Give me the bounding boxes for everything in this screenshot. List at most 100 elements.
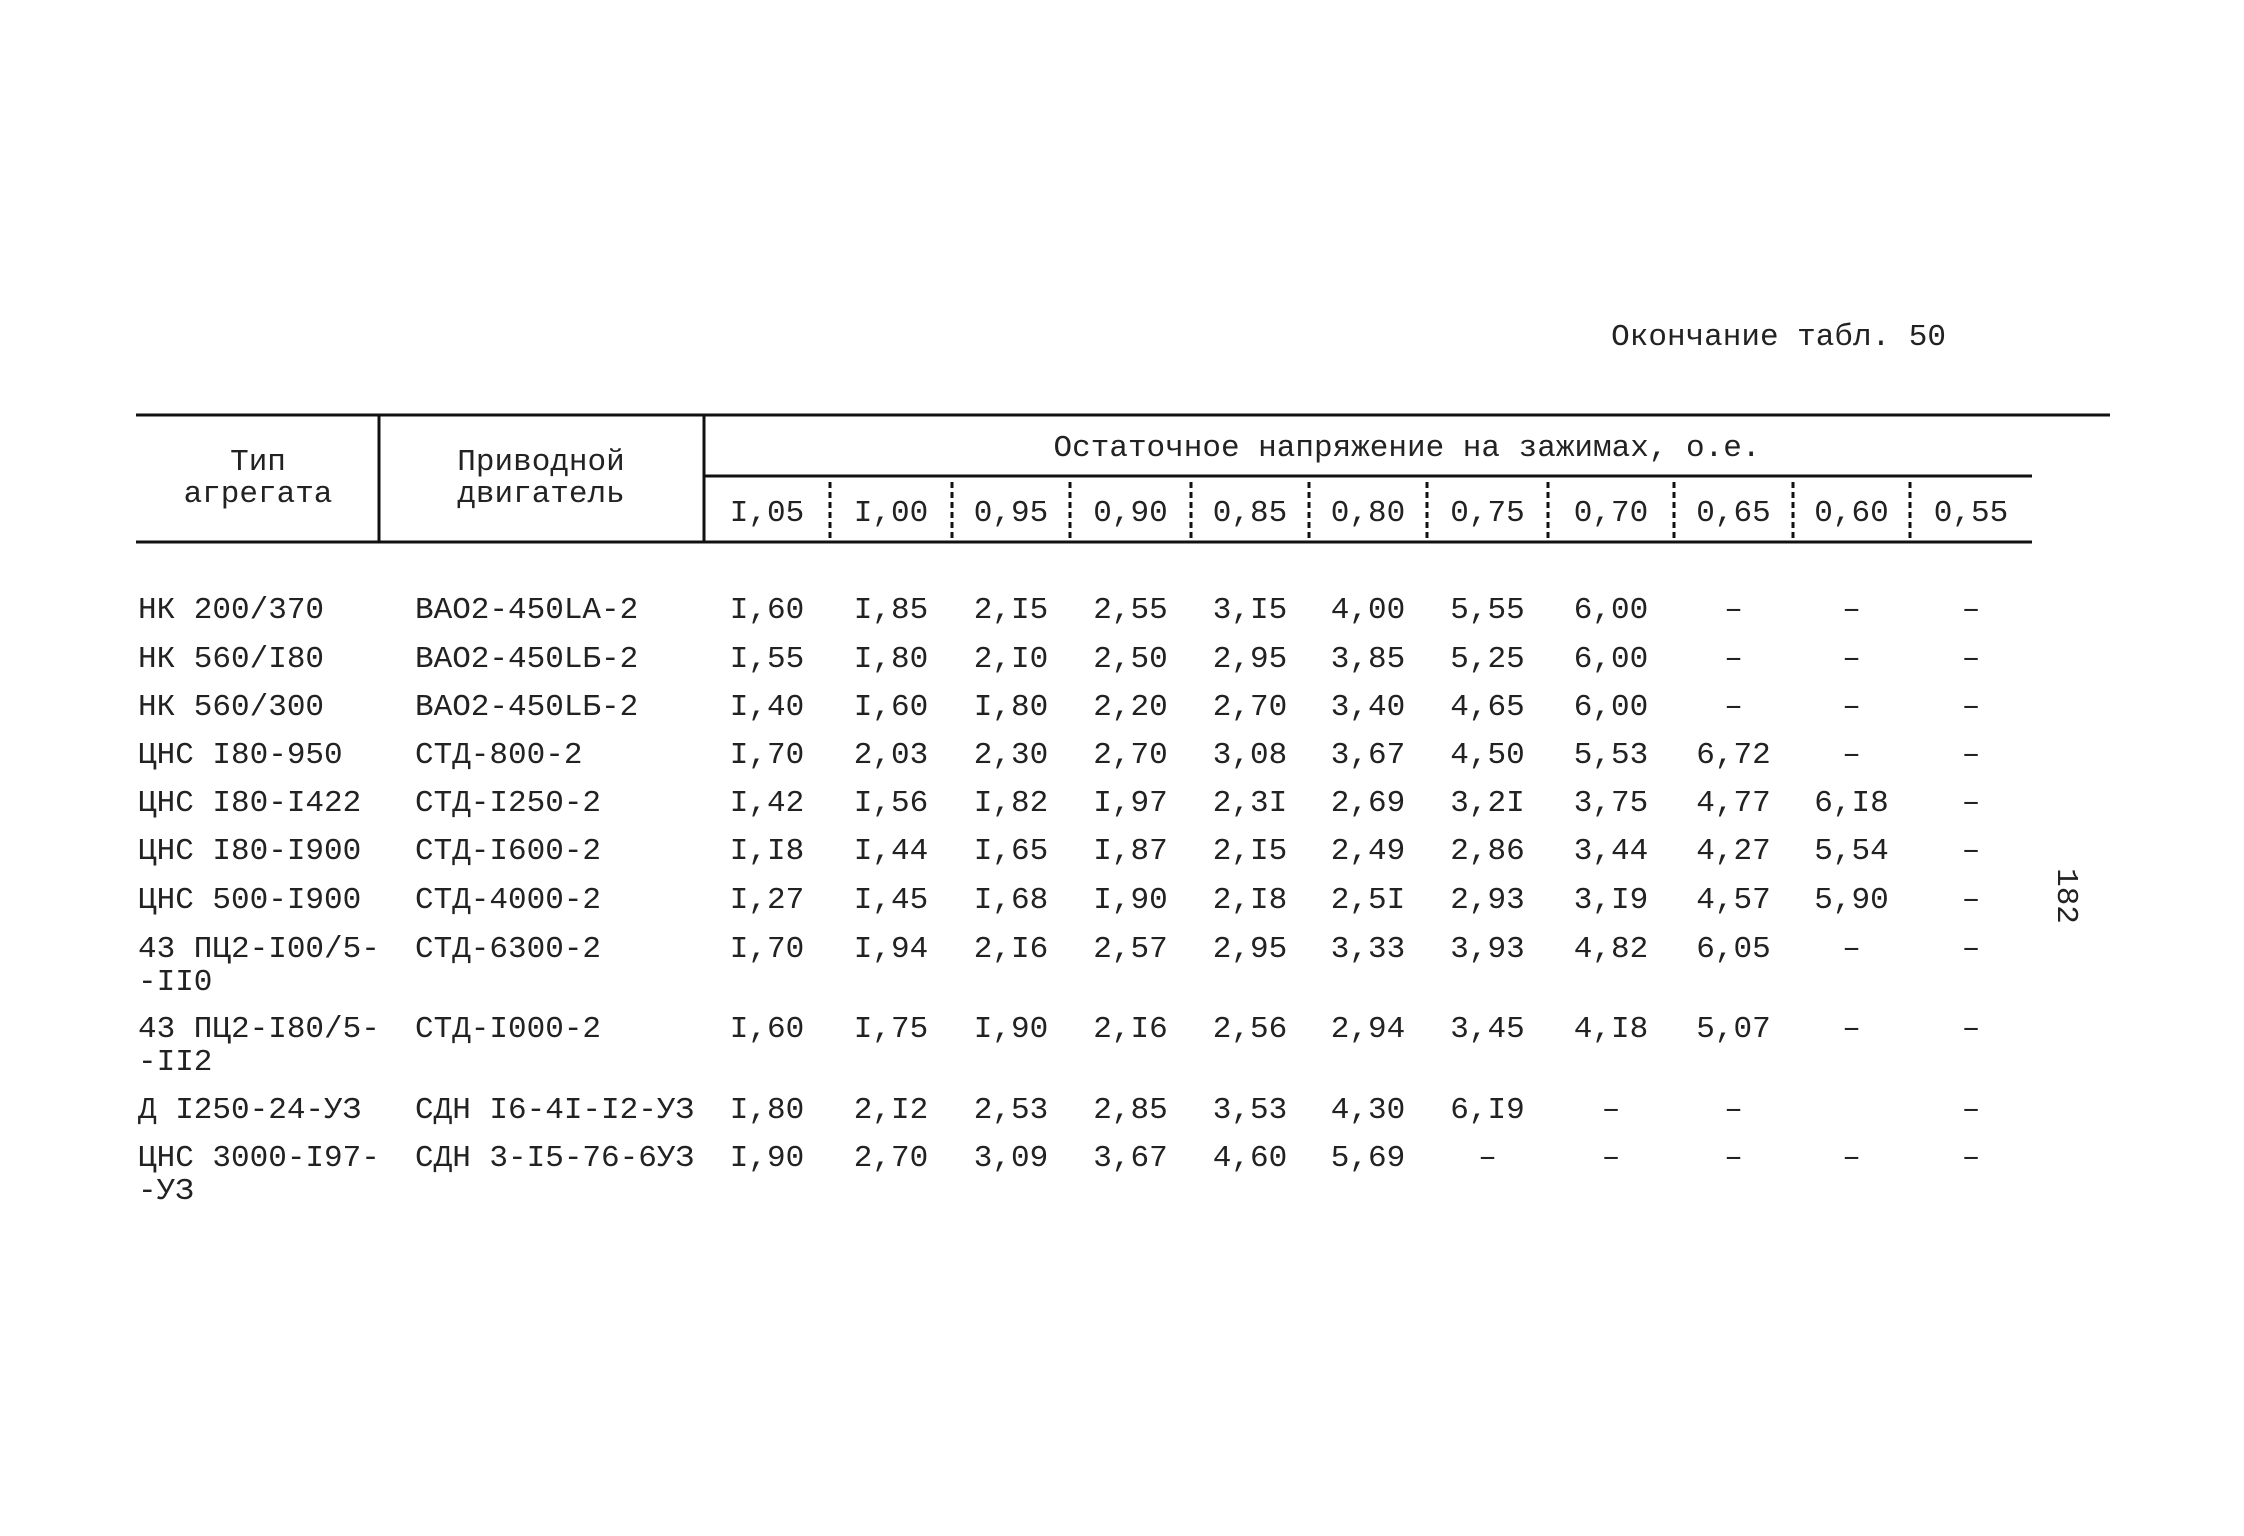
voltage-header: 0,60 bbox=[1814, 496, 1888, 531]
column-header: Тип bbox=[230, 445, 286, 480]
cell-value: I,60 bbox=[854, 690, 928, 725]
cell-value: 2,I6 bbox=[974, 932, 1048, 967]
cell-value: 4,27 bbox=[1696, 834, 1770, 869]
cell-value: – bbox=[1962, 690, 1981, 725]
row-type: 43 ПЦ2-I00/5- bbox=[138, 932, 380, 967]
cell-value: 5,55 bbox=[1450, 593, 1524, 628]
row-motor: СТД-I000-2 bbox=[415, 1012, 601, 1047]
cell-value: – bbox=[1962, 834, 1981, 869]
voltage-header: 0,90 bbox=[1093, 496, 1167, 531]
cell-value: – bbox=[1962, 1012, 1981, 1047]
cell-value: 2,93 bbox=[1450, 883, 1524, 918]
row-type: -УЗ bbox=[138, 1174, 194, 1209]
row-motor: СДН I6-4I-I2-УЗ bbox=[415, 1093, 694, 1128]
row-type: 43 ПЦ2-I80/5- bbox=[138, 1012, 380, 1047]
cell-value: 3,93 bbox=[1450, 932, 1524, 967]
cell-value: I,42 bbox=[730, 786, 804, 821]
cell-value: I,60 bbox=[730, 593, 804, 628]
cell-value: 2,86 bbox=[1450, 834, 1524, 869]
cell-value: 4,82 bbox=[1574, 932, 1648, 967]
cell-value: I,65 bbox=[974, 834, 1048, 869]
row-type: НК 560/I80 bbox=[138, 642, 324, 677]
voltage-header: 0,70 bbox=[1574, 496, 1648, 531]
cell-value: I,27 bbox=[730, 883, 804, 918]
cell-value: 3,I9 bbox=[1574, 883, 1648, 918]
voltage-header: 0,80 bbox=[1331, 496, 1405, 531]
cell-value: – bbox=[1962, 1141, 1981, 1176]
cell-value: 2,70 bbox=[854, 1141, 928, 1176]
cell-value: 6,00 bbox=[1574, 642, 1648, 677]
cell-value: 5,69 bbox=[1331, 1141, 1405, 1176]
cell-value: I,44 bbox=[854, 834, 928, 869]
cell-value: – bbox=[1724, 1141, 1743, 1176]
row-motor: СТД-6300-2 bbox=[415, 932, 601, 967]
cell-value: I,90 bbox=[730, 1141, 804, 1176]
cell-value: 4,60 bbox=[1213, 1141, 1287, 1176]
row-motor: ВАО2-450LБ-2 bbox=[415, 642, 638, 677]
cell-value: I,80 bbox=[974, 690, 1048, 725]
cell-value: 6,00 bbox=[1574, 593, 1648, 628]
cell-value: 2,I8 bbox=[1213, 883, 1287, 918]
voltage-header: 0,55 bbox=[1934, 496, 2008, 531]
cell-value: 2,5I bbox=[1331, 883, 1405, 918]
cell-value: I,I8 bbox=[730, 834, 804, 869]
cell-value: 3,33 bbox=[1331, 932, 1405, 967]
cell-value: – bbox=[1724, 642, 1743, 677]
row-motor: СДН 3-I5-76-6УЗ bbox=[415, 1141, 694, 1176]
column-header: Приводной bbox=[457, 445, 624, 480]
cell-value: I,40 bbox=[730, 690, 804, 725]
row-type: -II0 bbox=[138, 965, 212, 1000]
caption: Окончание табл. 50 bbox=[1611, 320, 1946, 355]
cell-value: 2,70 bbox=[1093, 738, 1167, 773]
row-type: ЦНС 500-I900 bbox=[138, 883, 361, 918]
cell-value: 2,20 bbox=[1093, 690, 1167, 725]
cell-value: I,94 bbox=[854, 932, 928, 967]
cell-value: 2,94 bbox=[1331, 1012, 1405, 1047]
cell-value: 6,I9 bbox=[1450, 1093, 1524, 1128]
voltage-header: 0,95 bbox=[974, 496, 1048, 531]
cell-value: 4,30 bbox=[1331, 1093, 1405, 1128]
cell-value: 4,77 bbox=[1696, 786, 1770, 821]
cell-value: – bbox=[1962, 593, 1981, 628]
cell-value: 3,08 bbox=[1213, 738, 1287, 773]
cell-value: I,80 bbox=[854, 642, 928, 677]
cell-value: 2,30 bbox=[974, 738, 1048, 773]
cell-value: – bbox=[1962, 738, 1981, 773]
cell-value: 5,53 bbox=[1574, 738, 1648, 773]
cell-value: – bbox=[1962, 786, 1981, 821]
cell-value: – bbox=[1842, 690, 1861, 725]
cell-value: – bbox=[1962, 932, 1981, 967]
cell-value: 5,07 bbox=[1696, 1012, 1770, 1047]
cell-value: 2,85 bbox=[1093, 1093, 1167, 1128]
cell-value: – bbox=[1962, 642, 1981, 677]
voltage-header: 0,65 bbox=[1696, 496, 1770, 531]
cell-value: 3,85 bbox=[1331, 642, 1405, 677]
cell-value: – bbox=[1962, 883, 1981, 918]
row-type: -II2 bbox=[138, 1045, 212, 1080]
cell-value: 2,I6 bbox=[1093, 1012, 1167, 1047]
cell-value: 3,67 bbox=[1331, 738, 1405, 773]
cell-value: – bbox=[1842, 1141, 1861, 1176]
cell-value: I,68 bbox=[974, 883, 1048, 918]
voltage-header: I,00 bbox=[854, 496, 928, 531]
cell-value: 6,72 bbox=[1696, 738, 1770, 773]
cell-value: I,85 bbox=[854, 593, 928, 628]
voltage-header: 0,75 bbox=[1450, 496, 1524, 531]
cell-value: 2,I0 bbox=[974, 642, 1048, 677]
row-motor: СТД-4000-2 bbox=[415, 883, 601, 918]
cell-value: – bbox=[1842, 738, 1861, 773]
cell-value: 2,95 bbox=[1213, 642, 1287, 677]
cell-value: – bbox=[1842, 932, 1861, 967]
cell-value: 3,I5 bbox=[1213, 593, 1287, 628]
cell-value: 2,95 bbox=[1213, 932, 1287, 967]
cell-value: 2,03 bbox=[854, 738, 928, 773]
cell-value: – bbox=[1842, 1012, 1861, 1047]
cell-value: I,80 bbox=[730, 1093, 804, 1128]
cell-value: 4,I8 bbox=[1574, 1012, 1648, 1047]
cell-value: – bbox=[1962, 1093, 1981, 1128]
cell-value: 3,2I bbox=[1450, 786, 1524, 821]
cell-value: I,87 bbox=[1093, 834, 1167, 869]
cell-value: – bbox=[1478, 1141, 1497, 1176]
cell-value: I,75 bbox=[854, 1012, 928, 1047]
cell-value: I,82 bbox=[974, 786, 1048, 821]
